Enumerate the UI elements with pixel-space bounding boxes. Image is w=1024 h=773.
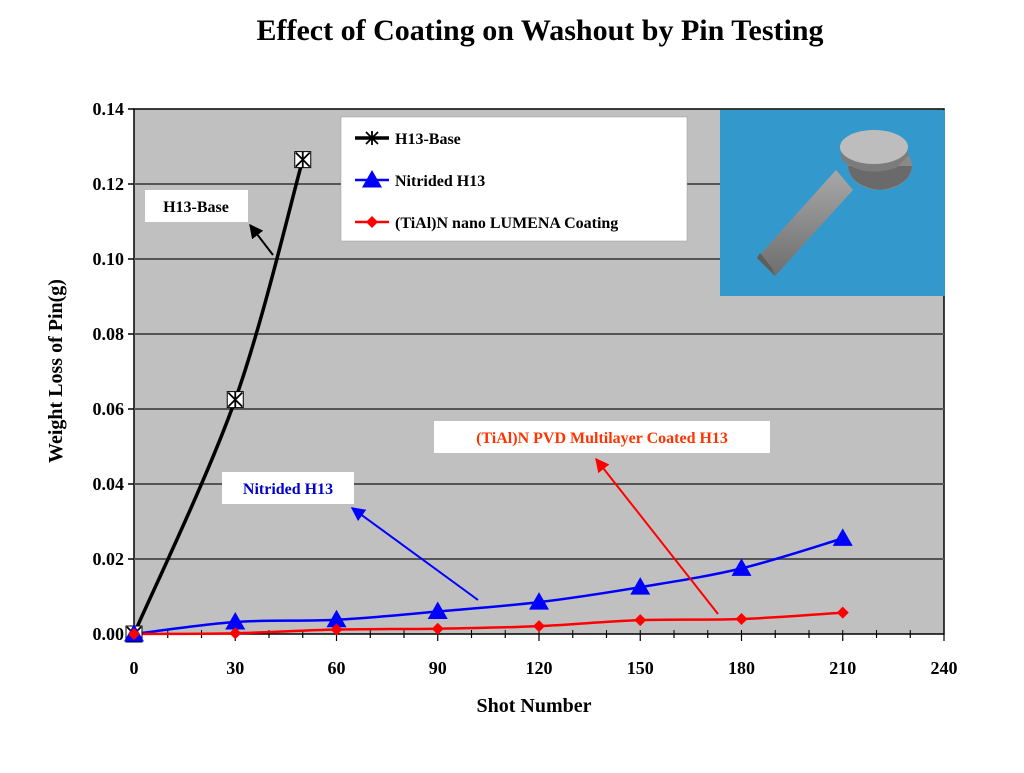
chart-title: Effect of Coating on Washout by Pin Test… <box>256 14 823 47</box>
legend-swatch-marker <box>362 170 382 188</box>
marker-h13-base <box>226 391 244 409</box>
marker-tialn-lumena <box>533 620 545 633</box>
marker-tialn-lumena <box>229 627 242 640</box>
legend-item: Nitrided H13 <box>355 170 485 190</box>
x-tick-label: 120 <box>526 658 553 678</box>
legend-label: Nitrided H13 <box>395 173 485 190</box>
y-tick-label: 0.14 <box>93 99 125 119</box>
annotation-h13-base: H13-Base <box>145 190 274 256</box>
annotation-label: Nitrided H13 <box>243 481 333 498</box>
y-tick-label: 0.10 <box>93 249 125 269</box>
pin-3d-icon <box>757 130 912 276</box>
x-tick-label: 180 <box>728 658 755 678</box>
series-line-nitrided-h13 <box>133 537 844 636</box>
legend-item: (TiAl)N nano LUMENA Coating <box>355 215 618 232</box>
annotation-box <box>434 421 770 453</box>
series-markers <box>124 151 853 643</box>
marker-nitrided-h13 <box>427 601 448 619</box>
annotation-box <box>222 472 354 504</box>
legend-swatch-marker <box>366 216 378 228</box>
y-tick-label: 0.06 <box>93 399 125 419</box>
annotation-arrow <box>350 507 479 601</box>
annotation-label: (TiAl)N PVD Multilayer Coated H13 <box>476 430 728 447</box>
x-tick-label: 150 <box>627 658 654 678</box>
x-tick-label: 60 <box>328 658 346 678</box>
marker-nitrided-h13 <box>326 609 347 628</box>
annotation-label: H13-Base <box>163 199 229 216</box>
y-tick-labels: 0.00 0.02 0.04 0.06 0.08 0.10 0.12 0.14 <box>93 99 125 644</box>
x-tick-label: 210 <box>829 658 856 678</box>
annotation-pvd: (TiAl)N PVD Multilayer Coated H13 <box>434 421 770 615</box>
marker-cross <box>295 151 311 168</box>
legend-swatch-marker <box>365 131 379 145</box>
annotation-arrow <box>249 223 274 256</box>
marker-tialn-lumena <box>431 622 444 635</box>
y-tick-label: 0.00 <box>93 624 125 644</box>
marker-nitrided-h13 <box>529 592 549 610</box>
annotation-box <box>145 190 248 222</box>
x-tick-label: 240 <box>931 658 958 678</box>
marker-h13-base <box>294 151 312 169</box>
y-tick-label: 0.02 <box>93 549 125 569</box>
legend-box <box>340 116 688 242</box>
legend-label: (TiAl)N nano LUMENA Coating <box>395 215 618 232</box>
y-tick-label: 0.08 <box>93 324 125 344</box>
marker-cross <box>227 391 243 408</box>
marker-tialn-lumena <box>836 606 849 619</box>
legend-label: H13-Base <box>395 131 461 148</box>
marker-tialn-lumena <box>735 613 748 625</box>
marker-tialn-lumena <box>128 628 140 640</box>
x-tick-label: 0 <box>130 658 139 678</box>
x-tick-label: 90 <box>429 658 447 678</box>
marker-nitrided-h13 <box>225 612 246 630</box>
legend-items: H13-Base Nitrided H13 (TiAl)N nano LUMENA … <box>355 131 618 232</box>
annotation-nitrided: Nitrided H13 <box>222 472 479 601</box>
marker-nitrided-h13 <box>832 528 853 546</box>
y-axis-label: Weight Loss of Pin(g) <box>45 279 67 463</box>
x-tick-labels: 0 30 60 90 120 150 180 210 240 <box>130 658 958 678</box>
x-tick-label: 30 <box>226 658 244 678</box>
y-tick-label: 0.04 <box>93 474 125 494</box>
marker-nitrided-h13 <box>731 558 752 576</box>
legend: H13-Base Nitrided H13 (TiAl)N nano LUMENA … <box>340 116 688 242</box>
pin-inset-image <box>720 110 945 296</box>
marker-nitrided-h13 <box>630 577 651 595</box>
y-tick-label: 0.12 <box>93 174 125 194</box>
series-line-tialn-lumena <box>133 611 843 636</box>
marker-tialn-lumena <box>634 614 647 627</box>
x-axis-label: Shot Number <box>476 695 591 717</box>
legend-item: H13-Base <box>355 131 461 148</box>
marker-tialn-lumena <box>330 623 343 636</box>
annotation-arrow <box>595 457 719 615</box>
